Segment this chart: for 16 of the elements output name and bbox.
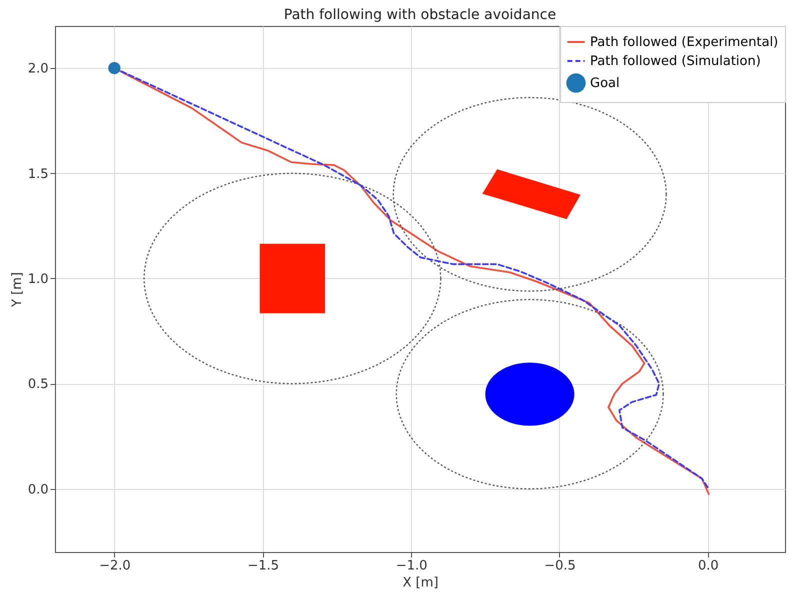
x-tick-label: −1.5 [247,558,280,574]
y-tick-label: 1.0 [28,272,48,287]
x-tick-label: −1.0 [396,558,428,574]
x-tick-label: 0.0 [698,558,719,574]
legend-label: Path followed (Experimental) [590,35,778,50]
chart-title: Path following with obstacle avoidance [284,7,556,23]
x-axis-title: X [m] [402,576,438,590]
y-tick-label: 0.0 [28,482,48,498]
x-tick-label: −2.0 [99,558,131,574]
y-tick-label: 0.5 [28,377,48,392]
legend-label: Goal [590,76,620,91]
y-axis-title: Y [m] [10,272,25,308]
y-tick-label: 1.5 [28,166,48,182]
legend-label: Path followed (Simulation) [590,54,761,69]
y-tick-label: 2.0 [28,62,48,77]
x-tick-label: −0.5 [544,558,576,574]
